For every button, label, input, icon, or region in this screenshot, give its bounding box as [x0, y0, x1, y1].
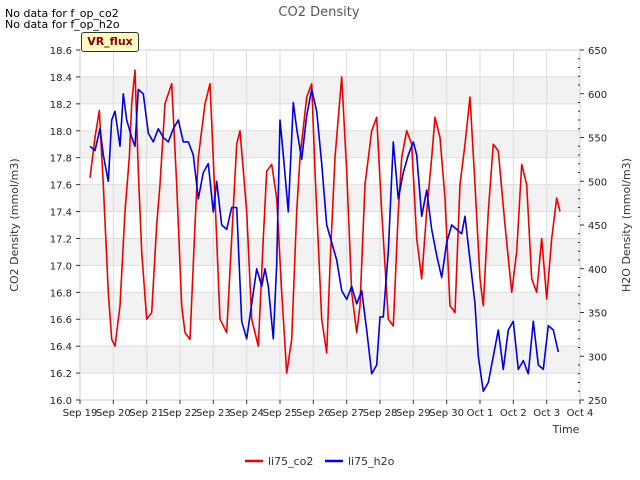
y-tick-label: 18.4: [50, 73, 72, 84]
background-band: [80, 292, 580, 320]
series-line-li75_co2: [89, 69, 561, 374]
y2-tick-label: 550: [588, 134, 607, 145]
x-tick-label: Sep 28: [363, 408, 398, 419]
x-tick-label: Sep 21: [129, 408, 164, 419]
y2-tick-label: 500: [588, 177, 607, 188]
y-axis-label: CO2 Density (mmol/m3): [8, 158, 21, 291]
no-data-note-co2: No data for f_op_co2: [5, 7, 119, 20]
series-layer: [89, 69, 561, 393]
background-band: [80, 184, 580, 212]
y-tick-label: 17.4: [50, 208, 72, 219]
background-band: [80, 346, 580, 374]
legend-label-co2: li75_co2: [268, 455, 313, 468]
y-tick-label: 18.6: [50, 46, 72, 57]
y2-axis-label: H2O Density (mmol/m3): [620, 158, 633, 292]
y-tick-label: 17.8: [50, 154, 72, 165]
x-tick-label: Sep 24: [229, 408, 264, 419]
x-tick-label: Sep 26: [296, 408, 331, 419]
y-tick-label: 16.6: [50, 315, 72, 326]
y2-tick-label: 600: [588, 90, 607, 101]
y-tick-label: 17.2: [50, 234, 72, 245]
y2-tick-label: 350: [588, 309, 607, 320]
legend-label-h2o: li75_h2o: [348, 455, 395, 468]
y-tick-label: 17.0: [50, 261, 72, 272]
x-tick-label: Sep 20: [96, 408, 131, 419]
x-tick-label: Sep 30: [429, 408, 464, 419]
y2-tick-label: 400: [588, 265, 607, 276]
x-tick-label: Sep 29: [396, 408, 431, 419]
x-tick-label: Oct 1: [467, 408, 494, 419]
y2-tick-label: 300: [588, 352, 607, 363]
x-tick-label: Sep 25: [263, 408, 298, 419]
vr-flux-badge: VR_flux: [81, 32, 139, 52]
y-tick-label: 16.8: [50, 288, 72, 299]
y-tick-label: 18.2: [50, 100, 72, 111]
background-band: [80, 76, 580, 104]
y2-tick-label: 650: [588, 46, 607, 57]
background-band: [80, 130, 580, 158]
x-tick-label: Oct 2: [500, 408, 527, 419]
x-tick-label: Sep 23: [196, 408, 231, 419]
x-axis-label: Time: [552, 423, 580, 436]
y-axis-left: 16.0 16.2 16.4 16.6 16.8 17.0 17.2 17.4 17.6 17.8…: [50, 46, 80, 407]
x-tick-label: Sep 27: [329, 408, 364, 419]
y-axis-right: 250 300 350 400 450 500 550 600 650: [578, 46, 607, 407]
chart-title: CO2 Density: [278, 5, 359, 20]
y2-tick-label: 250: [588, 396, 607, 407]
x-tick-label: Sep 22: [163, 408, 198, 419]
x-tick-label: Oct 3: [533, 408, 560, 419]
legend: li75_co2 li75_h2o: [245, 455, 395, 468]
x-tick-label: Sep 19: [63, 408, 98, 419]
y-tick-label: 17.6: [50, 181, 72, 192]
x-tick-label: Oct 4: [567, 408, 594, 419]
y-tick-label: 16.4: [50, 342, 72, 353]
y-tick-label: 16.2: [50, 369, 72, 380]
y-tick-label: 16.0: [50, 396, 72, 407]
y-tick-label: 18.0: [50, 127, 72, 138]
series-line-li75_h2o: [89, 88, 560, 393]
y2-tick-label: 450: [588, 221, 607, 232]
no-data-note-h2o: No data for f_op_h2o: [5, 18, 120, 31]
